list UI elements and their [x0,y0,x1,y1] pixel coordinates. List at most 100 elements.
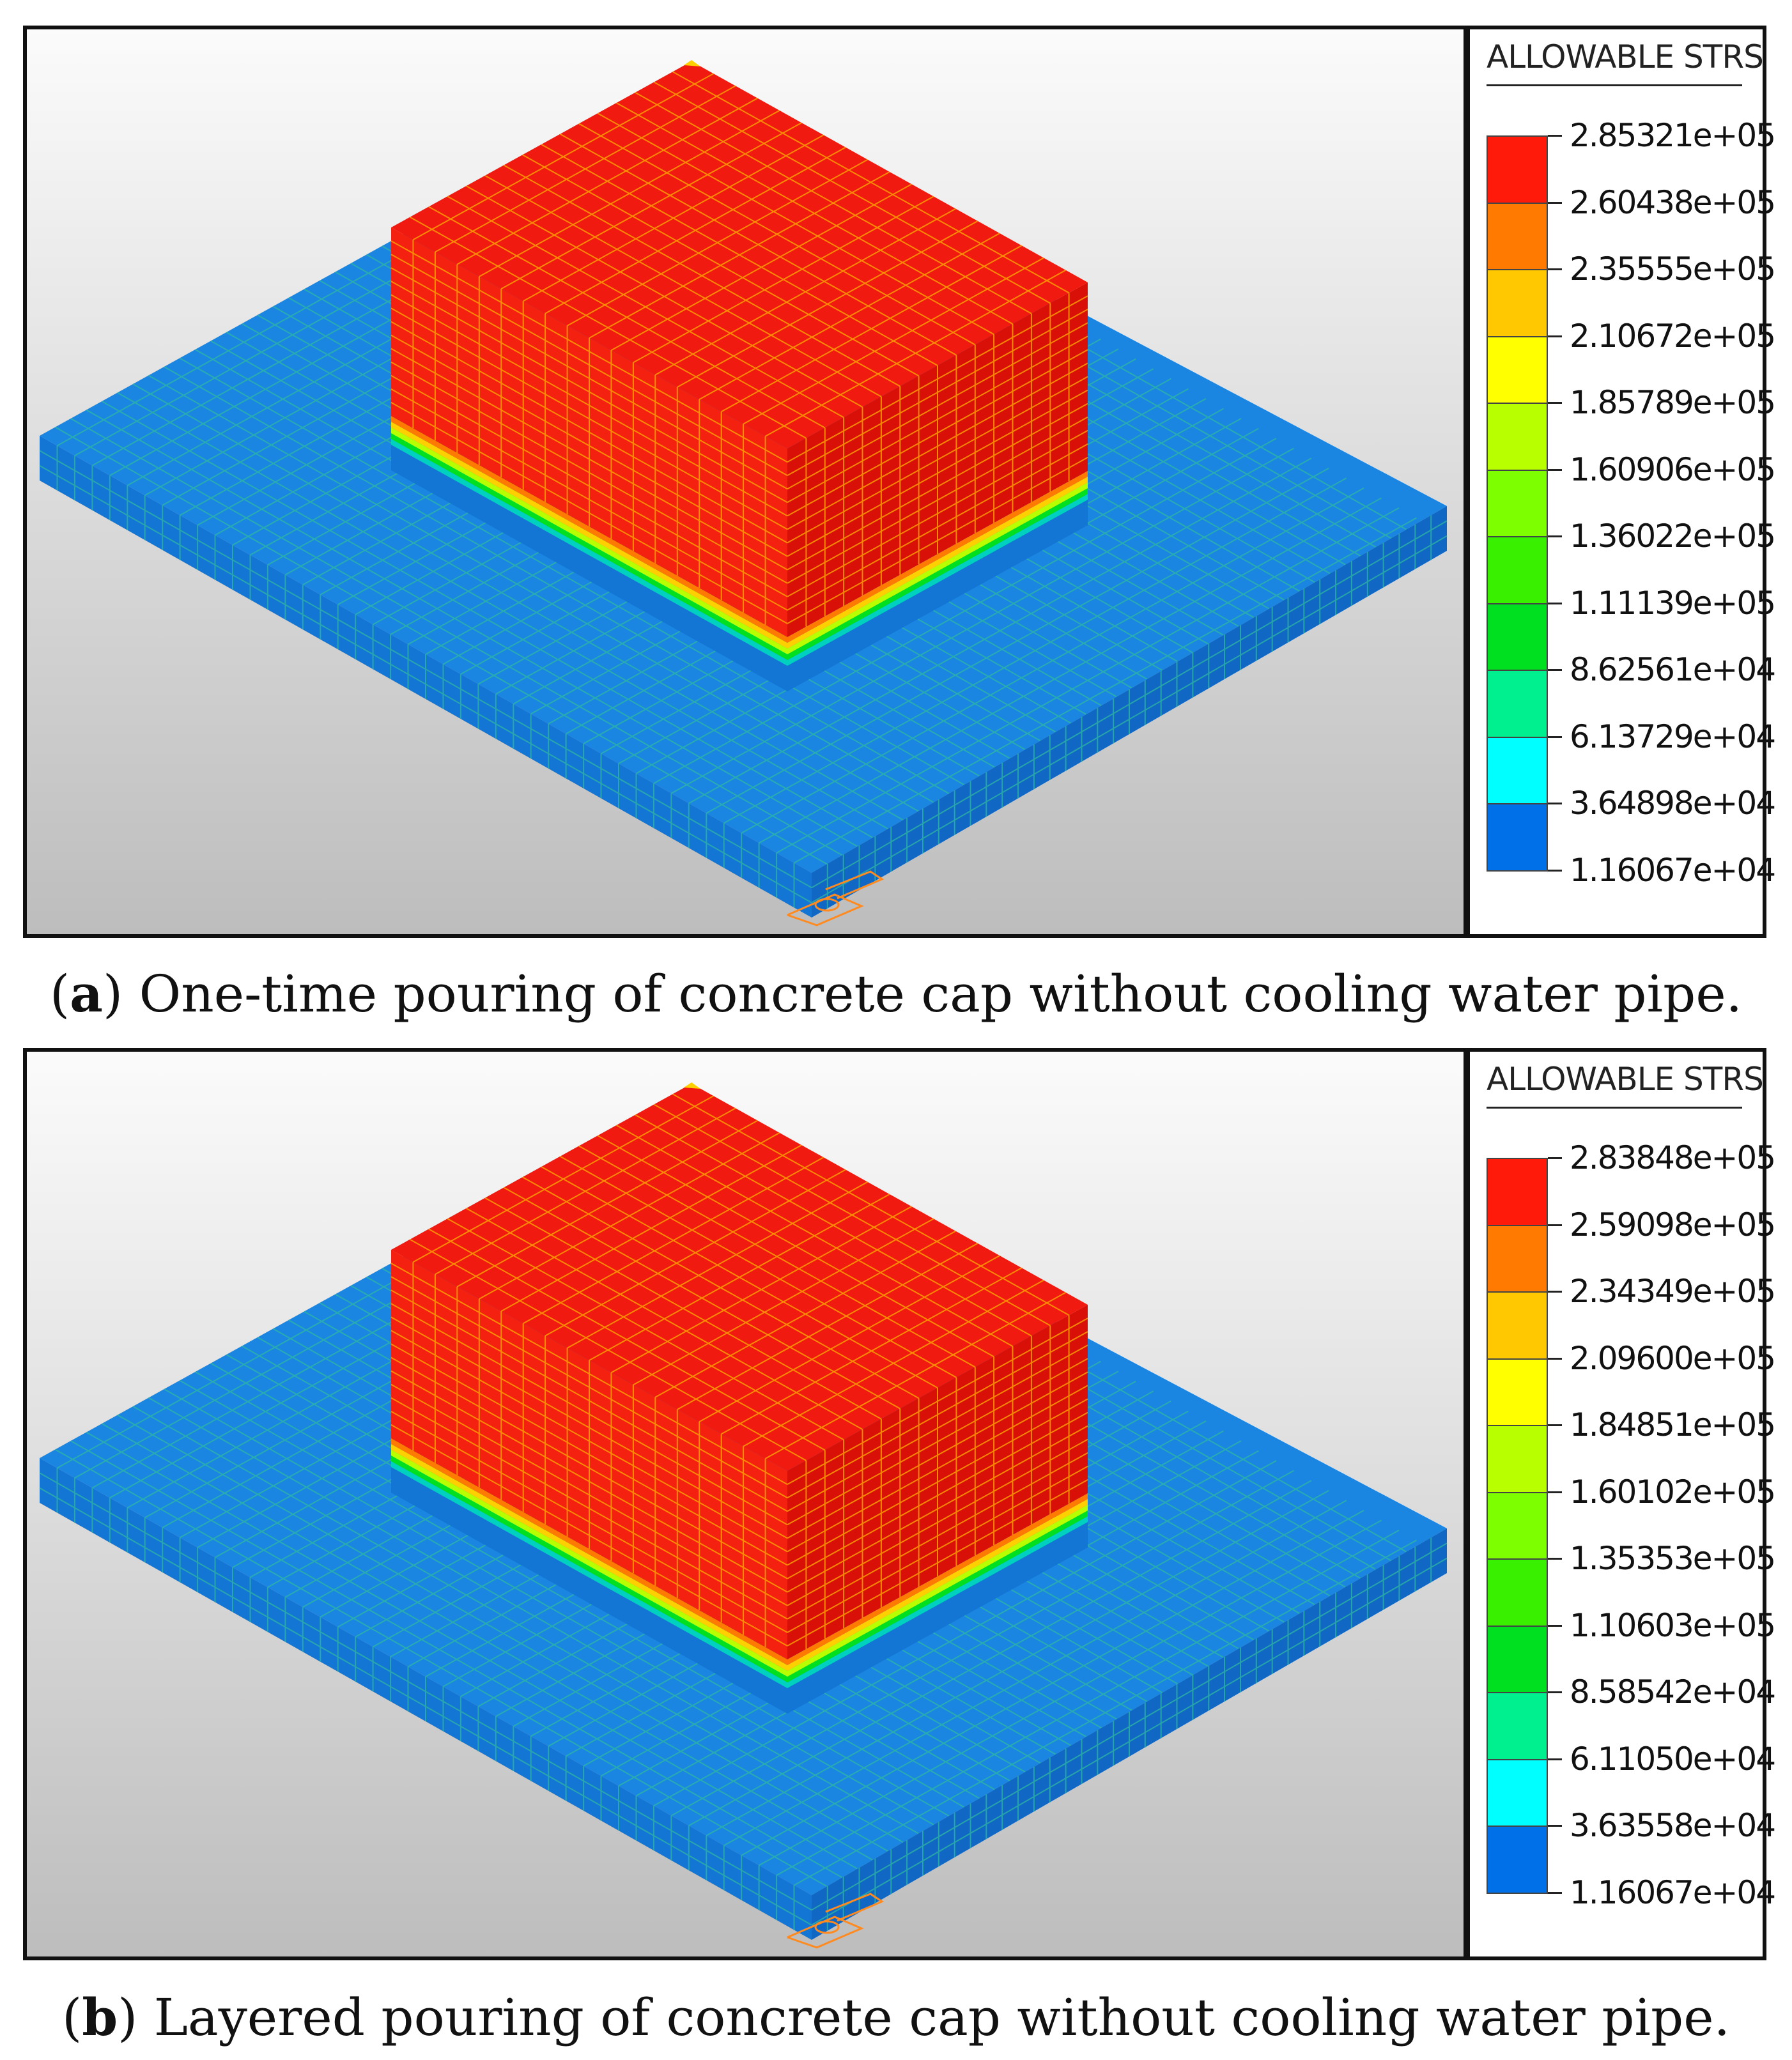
legend-swatch [1487,1758,1548,1827]
legend-tick-label: 8.62561e+04 [1570,651,1776,688]
legend-swatch [1487,1491,1548,1560]
cap-side-band [787,500,1088,691]
legend-tick-label: 2.59098e+05 [1570,1206,1776,1243]
legend-title: ALLOWABLE STRS [1487,38,1764,75]
mesh-lines [409,1093,1070,1461]
legend-title-rule [1487,1107,1742,1109]
fem-model-render [39,60,1448,926]
legend-tick-label: 1.10603e+05 [1570,1606,1776,1644]
legend-tick [1548,1691,1562,1693]
caption-letter: b [82,1987,118,2047]
cap-side-band [787,1505,1088,1677]
model-viewport[interactable] [27,1052,1464,1956]
legend-tick-label: 2.85321e+05 [1570,117,1776,154]
legend-tick [1548,201,1562,204]
legend-tick-label: 2.09600e+05 [1570,1339,1776,1377]
legend-tick [1548,669,1562,671]
legend-tick-label: 1.60906e+05 [1570,450,1776,488]
legend-swatch [1487,1625,1548,1693]
legend-tick-label: 1.60102e+05 [1570,1473,1776,1510]
legend-tick [1548,268,1562,270]
legend-tick-label: 1.16067e+04 [1570,851,1776,889]
cap-front-band [391,427,787,654]
legend-tick-label: 1.11139e+05 [1570,584,1776,622]
axis-triad-icon [787,870,884,926]
model-viewport[interactable] [27,29,1464,934]
legend-title: ALLOWABLE STRS [1487,1061,1764,1098]
legend-tick-label: 1.36022e+05 [1570,518,1776,555]
legend-tick [1548,135,1562,137]
legend-tick [1548,869,1562,872]
legend-tick [1548,1558,1562,1560]
legend-swatch [1487,1291,1548,1360]
legend-swatch [1487,469,1548,537]
legend-tick-label: 6.13729e+04 [1570,718,1776,755]
legend-swatch [1487,1224,1548,1293]
cap-front-band [391,433,787,660]
legend-tick-label: 2.60438e+05 [1570,183,1776,221]
legend-tick-label: 1.35353e+05 [1570,1540,1776,1577]
legend-swatch [1487,269,1548,337]
legend-tick [1548,402,1562,404]
cap-side-band [787,488,1088,660]
mesh-lines [811,515,1448,909]
legend-tick [1548,1291,1562,1293]
concrete-cap [390,60,1088,691]
mesh-lines [39,445,812,908]
mesh-lines [390,240,788,625]
legend-tick [1548,535,1562,537]
caption-b: (b) Layered pouring of concrete cap with… [61,1987,1730,2047]
legend-tick [1548,1758,1562,1760]
caption-a: (a) One-time pouring of concrete cap wit… [49,964,1743,1024]
legend-tick-label: 1.84851e+05 [1570,1406,1776,1443]
cap-front-band [391,1456,787,1682]
legend-tick-label: 1.85789e+05 [1570,384,1776,421]
caption-text: One-time pouring of concrete cap without… [139,964,1743,1024]
mesh-lines [811,1537,1448,1931]
panel-divider [1464,29,1470,934]
legend-swatch [1487,1692,1548,1760]
cap-front-band [391,422,787,649]
legend-tick [1548,1825,1562,1827]
legend-tick [1548,1424,1562,1426]
result-panel-a: ALLOWABLE STRS 2.85321e+05 2.60438e+05 2.3… [23,26,1776,938]
legend-swatch [1487,1158,1548,1226]
cap-side-band [787,482,1088,654]
mesh-lines [787,293,1088,627]
mesh-lines [409,71,1070,439]
legend-swatch [1487,1826,1548,1894]
legend-swatch [1487,135,1548,204]
legend-tick [1548,1491,1562,1493]
panel-divider [1464,1052,1470,1956]
legend-swatch [1487,335,1548,404]
cap-front-band [391,1444,787,1671]
legend-tick [1548,602,1562,604]
legend-tick [1548,1224,1562,1226]
legend-tick-label: 3.64898e+04 [1570,785,1776,822]
legend-tick-label: 1.16067e+04 [1570,1873,1776,1911]
stress-legend: ALLOWABLE STRS 2.85321e+05 2.60438e+05 2.3… [1470,29,1776,934]
legend-swatch [1487,1358,1548,1426]
legend-tick [1548,1357,1562,1360]
concrete-cap [390,1082,1088,1714]
legend-tick [1548,1157,1562,1159]
legend-tick [1548,735,1562,738]
cap-side-band [787,1510,1088,1682]
legend-swatch [1487,803,1548,872]
mesh-lines [390,1262,788,1647]
legend-tick [1548,1624,1562,1627]
legend-tick-label: 2.83848e+05 [1570,1139,1776,1176]
mesh-lines [39,1468,812,1930]
legend-swatch [1487,1558,1548,1627]
legend-swatch [1487,603,1548,671]
legend-swatch [1487,1425,1548,1493]
cap-front-band [391,445,787,691]
legend-swatch [1487,202,1548,270]
legend-tick-label: 2.35555e+05 [1570,250,1776,288]
legend-tick [1548,803,1562,804]
legend-tick [1548,335,1562,337]
legend-title-rule [1487,84,1742,86]
cap-side-band [787,477,1088,649]
cap-side-band [787,471,1088,643]
cap-side-band [787,1522,1088,1714]
